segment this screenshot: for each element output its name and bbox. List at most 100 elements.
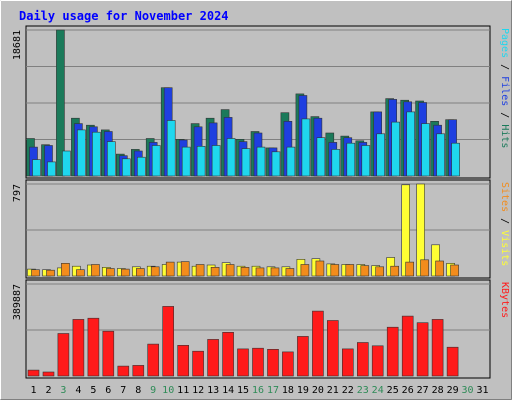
bar-kbytes-day-20 — [312, 310, 324, 377]
bar-pages-day-20 — [316, 137, 326, 177]
x-tick-label-day-21: 21 — [327, 385, 339, 396]
bar-kbytes-day-26 — [401, 315, 414, 377]
legend-label-part: Sites — [499, 182, 510, 212]
bar-pages-day-5 — [92, 131, 101, 177]
bar-pages-day-9 — [151, 145, 161, 177]
bar-pages-day-15 — [241, 148, 251, 177]
x-tick-label-day-28: 28 — [432, 385, 444, 396]
bar-kbytes-day-23 — [356, 342, 369, 377]
bar-pages-day-24 — [376, 133, 386, 177]
x-tick-label-day-6: 6 — [105, 385, 111, 396]
bar-sites-day-18 — [285, 268, 295, 277]
x-tick-label-day-30: 30 — [461, 385, 473, 396]
bar-pages-day-25 — [391, 121, 401, 177]
panel-hits_files_pages: 18681 Pages / Files / Hits — [12, 25, 510, 179]
x-tick-label-day-12: 12 — [192, 385, 204, 396]
bar-pages-day-8 — [137, 156, 146, 177]
x-tick-label-day-24: 24 — [372, 385, 384, 396]
bar-pages-day-18 — [286, 146, 296, 177]
bar-sites-day-12 — [195, 264, 205, 277]
x-tick-label-day-18: 18 — [282, 385, 294, 396]
bar-sites-day-11 — [180, 261, 190, 277]
panel-plot-area — [25, 179, 491, 279]
x-tick-label-day-17: 17 — [267, 385, 279, 396]
bar-kbytes-day-2 — [42, 371, 55, 377]
bar-kbytes-day-15 — [237, 348, 249, 377]
bar-kbytes-day-21 — [326, 320, 339, 377]
y-max-tick-label: 18681 — [12, 30, 23, 60]
bar-sites-day-19 — [300, 264, 310, 277]
x-tick-label-day-15: 15 — [237, 385, 249, 396]
legend-label-part: / — [499, 106, 510, 124]
bar-kbytes-day-4 — [72, 319, 85, 377]
bar-pages-day-22 — [346, 142, 356, 177]
bar-kbytes-day-17 — [267, 348, 279, 377]
series-sites — [31, 259, 459, 277]
series-pages — [32, 111, 460, 177]
bar-sites-day-27 — [420, 259, 429, 277]
bar-kbytes-day-27 — [416, 322, 429, 377]
series-kbytes — [27, 306, 459, 377]
bar-sites-day-10 — [165, 261, 175, 277]
x-tick-label-day-26: 26 — [402, 385, 414, 396]
bar-kbytes-day-9 — [147, 343, 159, 377]
bar-sites-day-16 — [255, 267, 265, 277]
chart-panels: 18681 Pages / Files / Hits 797 Sites / Visi… — [12, 25, 510, 379]
y-max-tick-label: 797 — [12, 184, 23, 202]
bar-pages-day-19 — [301, 118, 311, 177]
x-tick-label-day-29: 29 — [447, 385, 459, 396]
x-tick-label-day-14: 14 — [222, 385, 234, 396]
legend-label-part: Visits — [499, 230, 510, 266]
bar-sites-day-21 — [330, 264, 340, 277]
x-tick-label-day-20: 20 — [312, 385, 324, 396]
bar-pages-day-7 — [122, 158, 131, 177]
panel-legend-label: Pages / Files / Hits — [499, 28, 510, 148]
bar-sites-day-6 — [106, 268, 115, 277]
bar-pages-day-21 — [331, 149, 341, 177]
bar-pages-day-28 — [436, 133, 445, 177]
bar-kbytes-day-13 — [207, 339, 219, 377]
bar-sites-day-3 — [61, 262, 70, 277]
bar-kbytes-day-7 — [117, 365, 130, 377]
bar-sites-day-17 — [270, 267, 280, 277]
bar-sites-day-14 — [225, 264, 235, 277]
x-tick-label-day-2: 2 — [45, 385, 51, 396]
x-tick-label-day-31: 31 — [476, 385, 488, 396]
bar-kbytes-day-6 — [102, 330, 115, 377]
bar-pages-day-6 — [107, 141, 116, 177]
x-tick-label-day-10: 10 — [162, 385, 174, 396]
bar-sites-day-20 — [315, 260, 325, 277]
bar-kbytes-day-3 — [57, 333, 70, 377]
bar-kbytes-day-14 — [222, 331, 234, 377]
bar-sites-day-1 — [31, 269, 40, 277]
bar-kbytes-day-12 — [192, 350, 204, 377]
panel-kbytes: 389887 KBytes — [12, 279, 510, 379]
bar-sites-day-28 — [435, 260, 444, 277]
bar-sites-day-5 — [91, 264, 100, 277]
bar-pages-day-16 — [256, 146, 266, 177]
bar-pages-day-23 — [361, 145, 371, 177]
bar-kbytes-day-18 — [282, 351, 294, 377]
bar-sites-day-25 — [390, 265, 400, 277]
bar-pages-day-10 — [166, 120, 176, 177]
x-axis-day-labels: 1 2 3 4 5 6 7 8 9 10 11 12 13 14 15 16 17 18 19 20 21 22 23 24 2… — [30, 385, 488, 396]
bar-kbytes-day-1 — [27, 369, 40, 377]
legend-label-part: Files — [499, 76, 510, 106]
bar-sites-day-9 — [150, 266, 160, 277]
x-tick-label-day-25: 25 — [387, 385, 399, 396]
bar-kbytes-day-24 — [371, 345, 384, 377]
x-tick-label-day-5: 5 — [90, 385, 96, 396]
bar-kbytes-day-19 — [297, 336, 309, 377]
bar-pages-day-29 — [451, 142, 460, 177]
bar-kbytes-day-10 — [162, 306, 174, 377]
bar-kbytes-day-25 — [386, 326, 399, 377]
bar-kbytes-day-29 — [446, 346, 459, 377]
bar-pages-day-2 — [47, 161, 56, 177]
legend-label-part: / — [499, 212, 510, 230]
bar-sites-day-22 — [345, 264, 355, 277]
bar-kbytes-day-28 — [431, 319, 444, 377]
bar-pages-day-12 — [196, 146, 206, 177]
x-tick-label-day-23: 23 — [357, 385, 369, 396]
bar-sites-day-26 — [405, 261, 415, 277]
